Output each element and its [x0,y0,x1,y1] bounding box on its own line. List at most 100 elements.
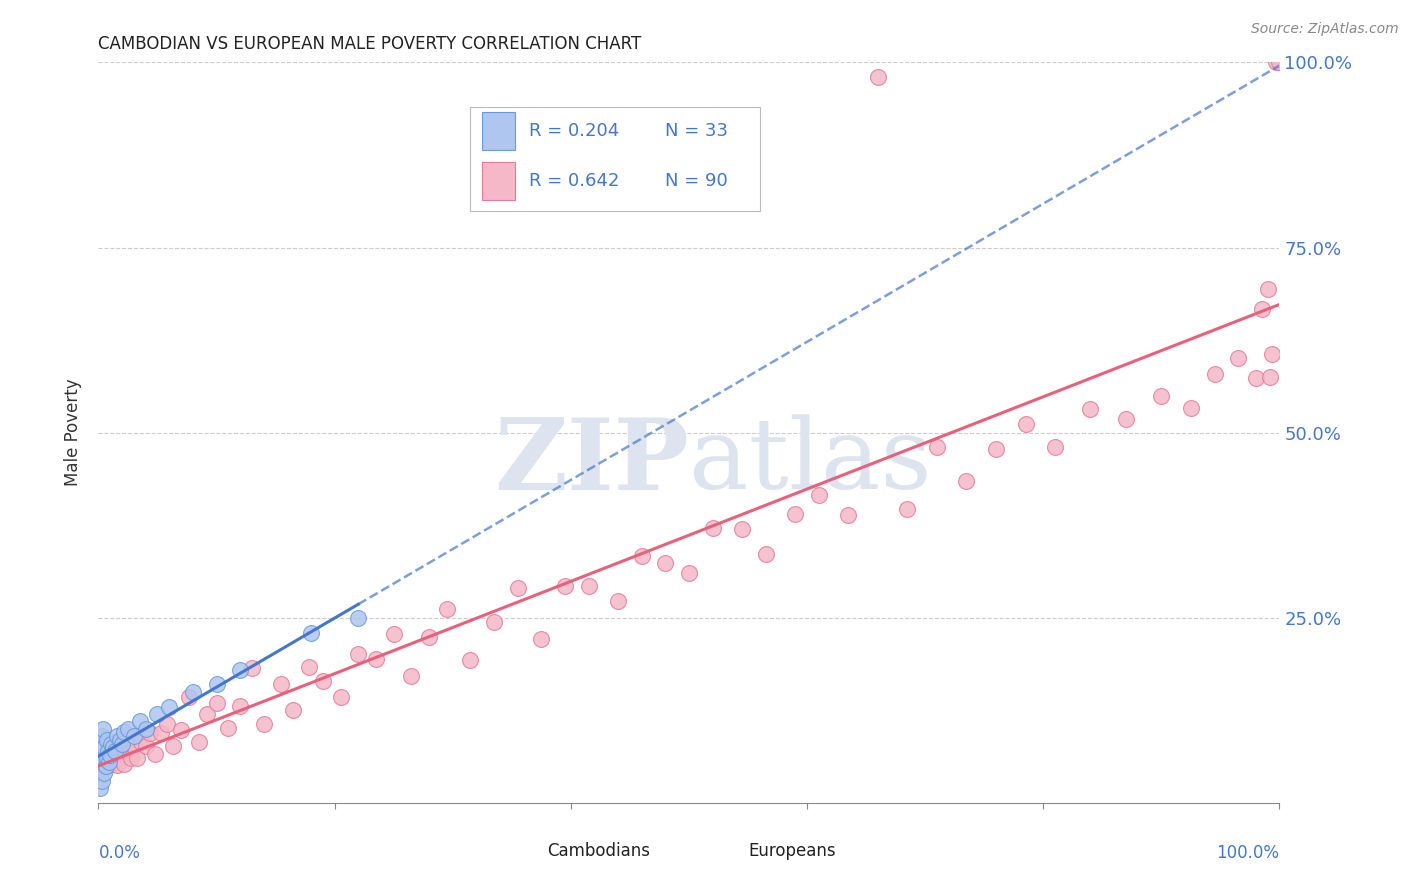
Point [91,748,114,763]
Point [925,440,948,454]
Point [347,610,370,624]
Point [111,737,134,751]
Point [785,508,807,522]
Point [364,652,387,666]
Point [111,747,134,761]
Point [105,749,128,764]
Point [135,722,157,736]
Point [554,579,576,593]
Point [94,758,117,772]
Point [150,726,173,740]
Point [100,737,122,751]
Point [112,725,135,739]
Point [91,729,114,743]
Point [955,475,977,489]
Point [270,677,292,691]
Point [122,739,145,754]
Point [105,757,128,772]
Point [702,521,724,535]
Point [108,742,131,756]
Text: Cambodians: Cambodians [547,842,650,860]
Text: N = 33: N = 33 [665,122,728,140]
Point [984,442,1007,456]
Point [93,758,115,772]
Point [1080,401,1102,416]
Point [91,763,114,777]
Text: 0.0%: 0.0% [98,844,141,862]
Point [460,653,482,667]
Text: atlas: atlas [689,415,932,510]
Point [401,669,423,683]
Point [91,751,114,765]
Point [89,751,111,765]
FancyBboxPatch shape [482,161,516,200]
Point [187,735,209,749]
Point [90,737,112,751]
Point [253,716,276,731]
Point [97,744,120,758]
Point [1257,282,1279,296]
Point [1180,401,1202,415]
Point [755,547,778,561]
Point [146,706,169,721]
Point [98,755,121,769]
Point [93,766,115,780]
Point [312,673,335,688]
Point [195,706,218,721]
Point [115,738,138,752]
Point [896,502,918,516]
Point [101,740,124,755]
Point [1258,369,1281,384]
Point [181,685,204,699]
Point [91,722,114,736]
Point [96,752,118,766]
Point [418,630,440,644]
Point [731,522,754,536]
Point [866,70,889,85]
Point [93,749,115,764]
Point [90,762,112,776]
Point [807,488,830,502]
Point [96,732,118,747]
Text: R = 0.204: R = 0.204 [530,122,620,140]
Point [678,566,700,581]
Point [283,703,305,717]
Point [1268,55,1291,70]
Point [329,690,352,705]
Point [129,735,152,749]
Point [135,739,157,753]
Point [121,751,143,765]
Point [112,757,135,772]
Point [1204,367,1226,381]
Point [229,698,252,713]
Point [128,714,150,729]
Point [117,722,139,736]
Point [118,747,141,761]
Point [837,508,859,522]
Point [170,723,193,737]
Point [96,751,118,765]
Point [607,594,630,608]
Point [97,754,120,768]
Point [100,745,122,759]
Point [630,549,652,564]
Point [122,729,145,743]
Point [240,661,263,675]
Point [143,747,166,761]
Point [94,751,117,765]
Point [229,663,252,677]
Point [179,690,201,705]
Point [104,746,127,760]
Point [436,601,458,615]
Point [98,747,121,762]
Point [91,773,114,788]
FancyBboxPatch shape [482,112,516,151]
Point [1261,346,1284,360]
Point [205,677,228,691]
Point [90,755,112,769]
Point [299,625,322,640]
Text: Europeans: Europeans [748,842,835,860]
Point [1244,371,1267,385]
Point [482,615,505,629]
Text: N = 90: N = 90 [665,172,728,190]
